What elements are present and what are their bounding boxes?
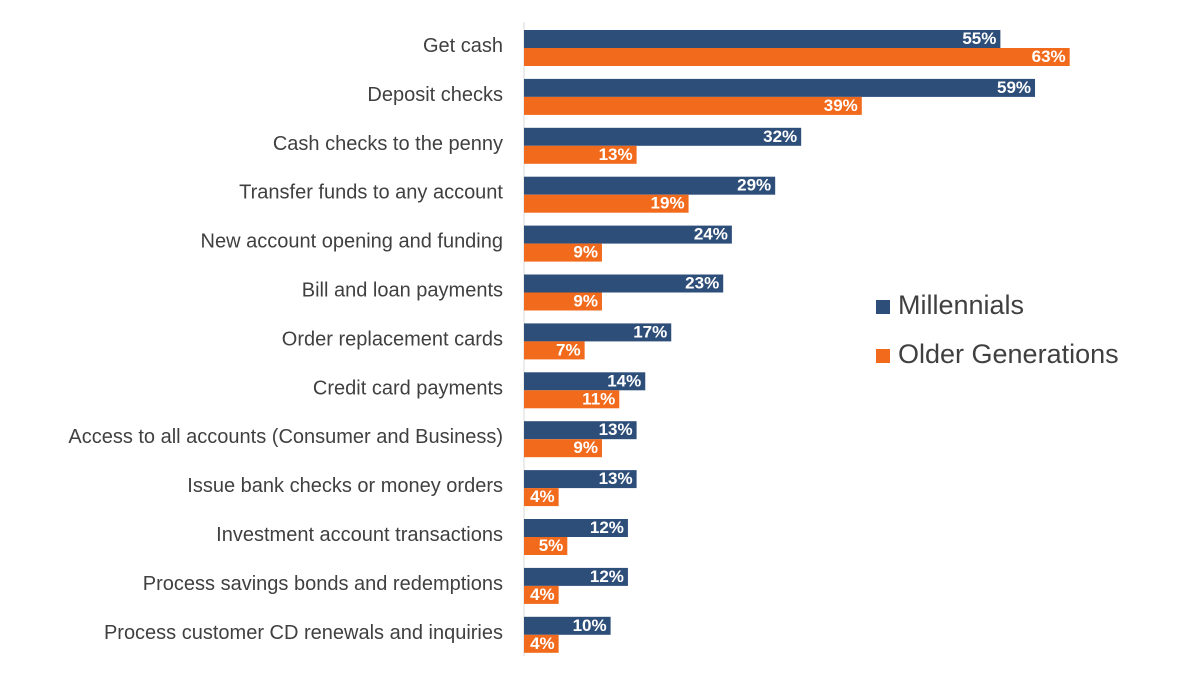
- bar-millennials: [524, 567, 628, 586]
- data-label: 39%: [824, 96, 858, 115]
- category-label: Order replacement cards: [282, 328, 503, 350]
- bar-older-generations: [524, 585, 559, 604]
- bar-millennials: [524, 30, 1001, 48]
- category-label: Transfer funds to any account: [239, 182, 503, 204]
- data-label: 4%: [530, 634, 555, 653]
- category-label: Credit card payments: [313, 377, 503, 399]
- legend-label-millennials: Millennials: [898, 290, 1024, 320]
- data-label: 4%: [530, 585, 555, 604]
- data-label: 13%: [599, 420, 633, 439]
- data-label: 12%: [590, 518, 624, 537]
- bar-older-generations: [524, 145, 637, 164]
- category-label: Access to all accounts (Consumer and Bus…: [68, 426, 503, 448]
- category-label: Get cash: [423, 35, 503, 57]
- category-label: Issue bank checks or money orders: [187, 475, 503, 497]
- bar-older-generations: [524, 194, 689, 213]
- bar-older-generations: [524, 341, 585, 360]
- data-label: 13%: [599, 145, 633, 164]
- data-label: 63%: [1032, 47, 1066, 66]
- bar-millennials: [524, 225, 732, 244]
- data-label: 23%: [685, 274, 719, 293]
- bar-older-generations: [524, 390, 620, 409]
- category-label: Process customer CD renewals and inquiri…: [104, 622, 503, 644]
- bar-older-generations: [524, 634, 559, 653]
- data-label: 24%: [694, 225, 728, 244]
- bar-millennials: [524, 176, 776, 195]
- bar-older-generations: [524, 96, 862, 115]
- bar-millennials: [524, 274, 724, 293]
- category-label: Process savings bonds and redemptions: [143, 573, 503, 595]
- data-label: 59%: [997, 78, 1031, 97]
- data-label: 10%: [573, 616, 607, 635]
- data-label: 14%: [607, 371, 641, 390]
- legend-swatch-millennials: [876, 300, 890, 314]
- category-label: Bill and loan payments: [302, 280, 503, 302]
- bar-millennials: [524, 616, 611, 635]
- bar-millennials: [524, 323, 672, 342]
- category-label: Cash checks to the penny: [273, 133, 503, 155]
- category-label: Investment account transactions: [216, 524, 503, 546]
- bar-millennials: [524, 127, 802, 146]
- bar-older-generations: [524, 488, 559, 507]
- data-label: 17%: [633, 322, 667, 341]
- data-label: 7%: [556, 340, 581, 359]
- bar-older-generations: [524, 292, 602, 311]
- data-label: 5%: [539, 536, 564, 555]
- bar-millennials: [524, 372, 646, 391]
- bar-older-generations: [524, 243, 602, 262]
- data-label: 55%: [962, 29, 996, 48]
- bar-millennials: [524, 421, 637, 440]
- data-label: 9%: [573, 438, 598, 457]
- bar-older-generations: [524, 48, 1070, 66]
- bar-millennials: [524, 470, 637, 489]
- data-label: 9%: [573, 292, 598, 311]
- data-label: 13%: [599, 469, 633, 488]
- data-label: 9%: [573, 243, 598, 262]
- legend-swatch-older-generations: [876, 349, 890, 363]
- bar-millennials: [524, 78, 1036, 97]
- bar-older-generations: [524, 537, 568, 555]
- bar-millennials: [524, 519, 628, 537]
- data-label: 12%: [590, 567, 624, 586]
- data-label: 19%: [651, 194, 685, 213]
- bar-older-generations: [524, 439, 602, 458]
- data-label: 29%: [737, 176, 771, 195]
- legend-label-older-generations: Older Generations: [898, 339, 1119, 369]
- data-label: 4%: [530, 487, 555, 506]
- category-label: New account opening and funding: [201, 231, 503, 253]
- data-label: 11%: [582, 389, 615, 408]
- data-label: 32%: [763, 127, 797, 146]
- category-label: Deposit checks: [367, 84, 503, 106]
